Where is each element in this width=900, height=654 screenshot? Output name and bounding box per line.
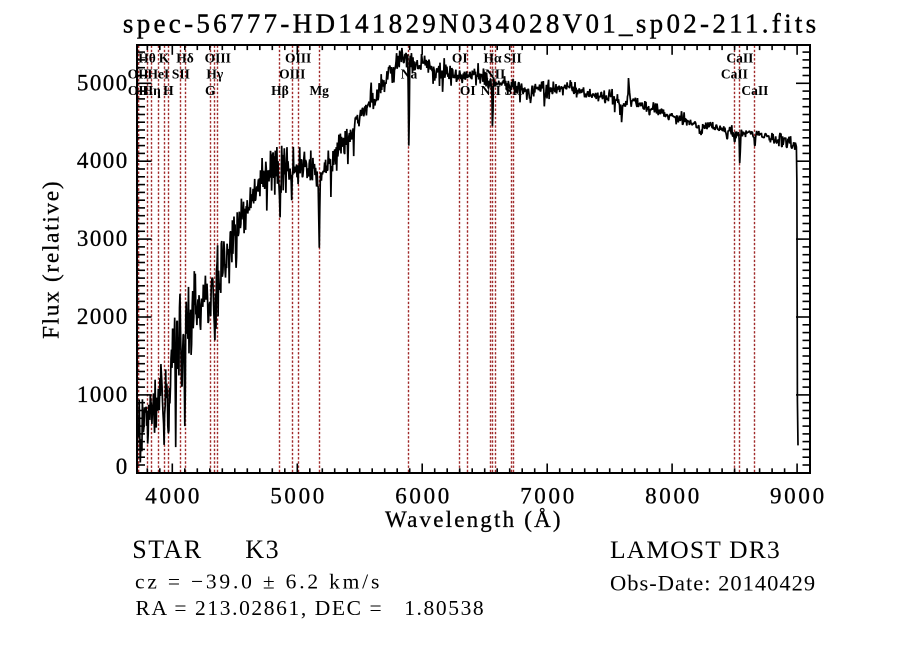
svg-text:spec-56777-HD141829N034028V01_: spec-56777-HD141829N034028V01_sp02-211.f… (123, 9, 820, 39)
svg-text:HeI: HeI (148, 66, 170, 81)
svg-text:3000: 3000 (77, 226, 129, 251)
svg-text:5000: 5000 (77, 70, 129, 95)
svg-text:G: G (205, 83, 216, 98)
svg-text:4000: 4000 (145, 484, 202, 509)
svg-text:8000: 8000 (645, 484, 702, 509)
svg-text:Hη: Hη (143, 83, 162, 98)
svg-text:Hβ: Hβ (271, 83, 289, 98)
svg-text:CaII: CaII (741, 83, 768, 98)
svg-text:NII: NII (485, 66, 505, 81)
svg-text:Wavelength (Å): Wavelength (Å) (385, 507, 563, 532)
svg-text:5000: 5000 (270, 484, 327, 509)
svg-text:H: H (163, 83, 174, 98)
svg-text:OIII: OIII (205, 51, 231, 66)
svg-text:0: 0 (116, 454, 129, 479)
svg-text:6000: 6000 (395, 484, 452, 509)
svg-text:1000: 1000 (77, 382, 129, 407)
svg-text:NII: NII (481, 83, 501, 98)
svg-text:cz = −39.0 ± 6.2 km/s: cz = −39.0 ± 6.2 km/s (135, 569, 382, 593)
svg-text:7000: 7000 (520, 484, 577, 509)
svg-text:CaII: CaII (721, 66, 748, 81)
svg-text:STAR: STAR (132, 535, 202, 564)
svg-text:Hγ: Hγ (206, 66, 224, 81)
svg-text:4000: 4000 (77, 148, 129, 173)
svg-text:OI: OI (460, 83, 476, 98)
svg-text:Hα: Hα (483, 51, 502, 66)
svg-text:CaII: CaII (726, 51, 753, 66)
svg-text:OII: OII (128, 66, 149, 81)
svg-text:Hδ: Hδ (176, 51, 194, 66)
svg-text:Mg: Mg (309, 83, 329, 98)
svg-text:SII: SII (172, 66, 190, 81)
svg-text:K3: K3 (245, 535, 280, 564)
svg-text:K: K (159, 51, 170, 66)
svg-text:SII: SII (504, 51, 522, 66)
svg-text:Hθ: Hθ (138, 51, 156, 66)
svg-text:OI: OI (452, 51, 468, 66)
svg-text:RA = 213.02861, DEC = 1.8053: RA = 213.02861, DEC = 1.80538 (136, 596, 486, 620)
svg-text:LAMOST DR3: LAMOST DR3 (610, 535, 781, 564)
svg-text:Obs-Date: 20140429: Obs-Date: 20140429 (610, 571, 816, 596)
svg-text:OIII: OIII (285, 51, 311, 66)
svg-text:OIII: OIII (279, 66, 305, 81)
svg-text:9000: 9000 (770, 484, 827, 509)
svg-text:Flux (relative): Flux (relative) (39, 180, 64, 339)
svg-text:2000: 2000 (77, 304, 129, 329)
